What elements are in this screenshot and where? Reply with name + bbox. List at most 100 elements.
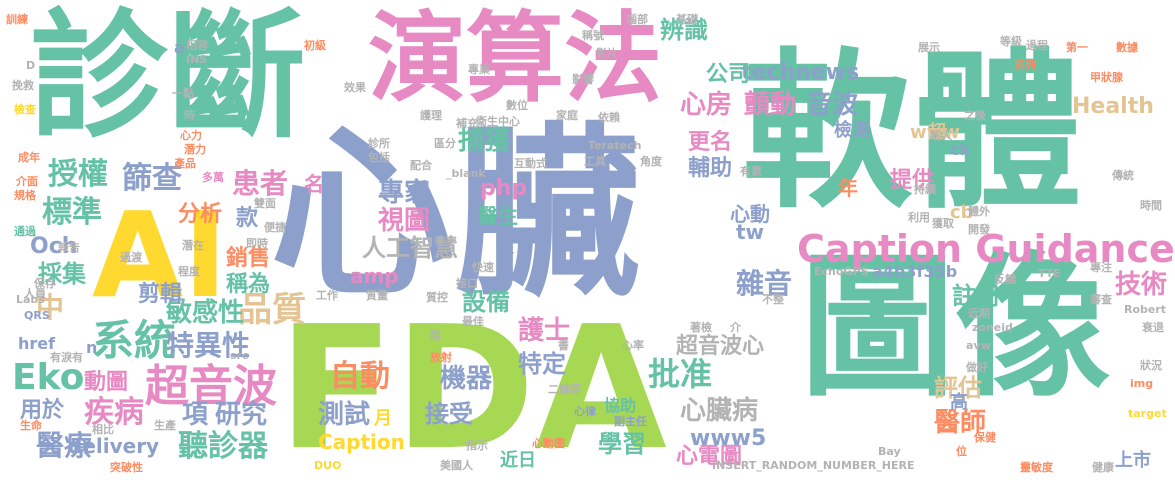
w-yue: 月 — [374, 408, 392, 429]
w-yiliao: 醫療 — [36, 429, 93, 462]
w-caption-guidance: Caption Guidance — [797, 227, 1175, 271]
w-jibing: 疾病 — [84, 395, 144, 430]
w-shitu: 視圖 — [378, 206, 431, 236]
w-kuan: 款 — [236, 206, 259, 231]
w-chengdu: 程度 — [178, 265, 200, 278]
w-shoquan: 授權 — [48, 157, 108, 192]
w-yisheng: 醫生 — [478, 204, 518, 228]
w-huanzhe: 患者 — [232, 167, 289, 200]
w-d: D — [26, 59, 36, 72]
w-jichu: 基礎 — [676, 13, 698, 26]
w-diyi: 第一 — [1066, 41, 1088, 54]
w-shijian: 時間 — [1140, 199, 1162, 212]
w-youjiazhi: 有淚有 — [50, 351, 83, 364]
w-jiazhuangxian: 甲狀腺 — [1090, 71, 1123, 84]
w-jishu: 技術 — [1115, 270, 1168, 300]
w-bingren: 病人 — [930, 129, 952, 142]
w-jianji: 剪輯 — [138, 282, 183, 307]
w-shuwei: 數位 — [506, 99, 528, 112]
w-ai: AI — [92, 186, 228, 324]
w-chaoyinboxin: 超音波心 — [676, 334, 765, 359]
w-hudongshi: 互動式 — [514, 157, 547, 170]
w-baokuo: 包括 — [368, 151, 390, 164]
w-a: a — [174, 38, 185, 57]
w-bay: Bay — [878, 445, 901, 458]
w-chaoyinbo: 超音波 — [145, 361, 277, 412]
w-yidian: 一點 — [172, 87, 194, 100]
w-labs: Labs — [16, 293, 45, 306]
w-ruanti: 軟體 — [742, 34, 1083, 232]
w-jiancha: 檢查 — [14, 103, 36, 116]
w-zuohao: 做好 — [966, 361, 988, 374]
w-bianshi: 辨識 — [660, 16, 708, 44]
w-teding: 特定 — [518, 350, 566, 378]
w-shengming: 生命 — [20, 419, 42, 432]
w-tuxiang: 圖像 — [800, 237, 1110, 418]
w-zhihou: 之後 — [964, 109, 986, 122]
w-zhiliang: 質量 — [366, 289, 388, 302]
w-eko: Eko — [12, 357, 85, 398]
w-xindong: 心動 — [730, 202, 770, 226]
w-gongzuo: 工作 — [316, 289, 338, 302]
w-dengji: 等級 — [1000, 35, 1022, 48]
w-shuo: 說 — [430, 329, 441, 342]
w-xunlian: 訓練 — [6, 13, 28, 26]
w-guige: 規格 — [14, 189, 36, 202]
w-qrs: QRS — [24, 309, 50, 322]
w-jiqi: 機器 — [440, 364, 493, 394]
w-och: Och — [30, 234, 78, 259]
w-xinzangbing: 心臟病 — [680, 396, 759, 426]
w-shuangmian: 雙面 — [254, 197, 276, 210]
w-yingxiang: 影響 — [572, 73, 594, 86]
w-target: target — [1128, 407, 1167, 420]
w-tiwai: 體外 — [968, 205, 990, 218]
w-health: Health — [1072, 94, 1154, 119]
w-yishi: 醫師 — [934, 408, 987, 438]
w-shebei: 設備 — [462, 288, 510, 316]
w-xiaoguo: 效果 — [344, 81, 366, 94]
w-zuijia: 最佳 — [462, 315, 484, 328]
w-pinggu: 評估 — [934, 374, 982, 402]
w-hushi: 護士 — [518, 316, 571, 346]
w-buchong: 補充 — [456, 117, 478, 130]
w-peihe: 配合 — [410, 159, 432, 172]
w-zhuanye: 專業 — [468, 63, 490, 76]
w-tigong: 提供 — [890, 168, 935, 193]
w-zhuanzhu: 專注 — [1090, 261, 1112, 274]
w-jiaodu: 角度 — [640, 155, 662, 168]
w-xinli: 心力 — [180, 129, 202, 142]
w-insert: INSERT_RANDOM_NUMBER_HERE — [712, 459, 915, 472]
w-weishengzhongxin: 衛生中心 — [476, 115, 520, 128]
w-xilie: 系列 — [1014, 59, 1036, 72]
w-php: php — [480, 176, 528, 201]
w-yilai: 依賴 — [598, 111, 620, 124]
w-gao: 高 — [950, 392, 968, 413]
w-jinri: 近日 — [500, 450, 536, 471]
w-yingpian: 影片 — [596, 47, 618, 60]
w-chao: 超 — [928, 122, 946, 143]
w-shuaitui: 衰退 — [1142, 321, 1164, 334]
w-hulix: 護理 — [420, 109, 442, 122]
w-xitong: 系統 — [92, 316, 177, 365]
w-n: n — [86, 338, 98, 357]
w-src: src — [230, 349, 249, 362]
w-shengchan: 生產 — [154, 419, 176, 432]
w-chengzhen: 稱號 — [582, 29, 604, 42]
w-xindongtu: 心動圖 — [532, 437, 565, 450]
w-jiuyi: 挽救 — [12, 79, 34, 92]
w-buhuo: 捕獲 — [458, 126, 511, 156]
w-www5: www5 — [690, 426, 767, 451]
w-duo: DUO — [314, 459, 342, 472]
w-fuzhuren: 副主任 — [614, 415, 647, 428]
w-yongyu: 用於 — [20, 398, 65, 423]
w-nian: 年 — [838, 176, 858, 200]
w-shangshi: 上市 — [1115, 450, 1151, 471]
w-guocheng: 過程 — [1026, 39, 1048, 52]
w-echogps: EchoGPS — [814, 265, 869, 278]
w-xiangrong: 相容 — [186, 39, 208, 52]
w-jiating: 家庭 — [556, 109, 578, 122]
w-ck: ck — [950, 140, 971, 159]
w-zhishi: 指示 — [466, 439, 488, 452]
w-naoxian: 腦部 — [626, 13, 648, 26]
